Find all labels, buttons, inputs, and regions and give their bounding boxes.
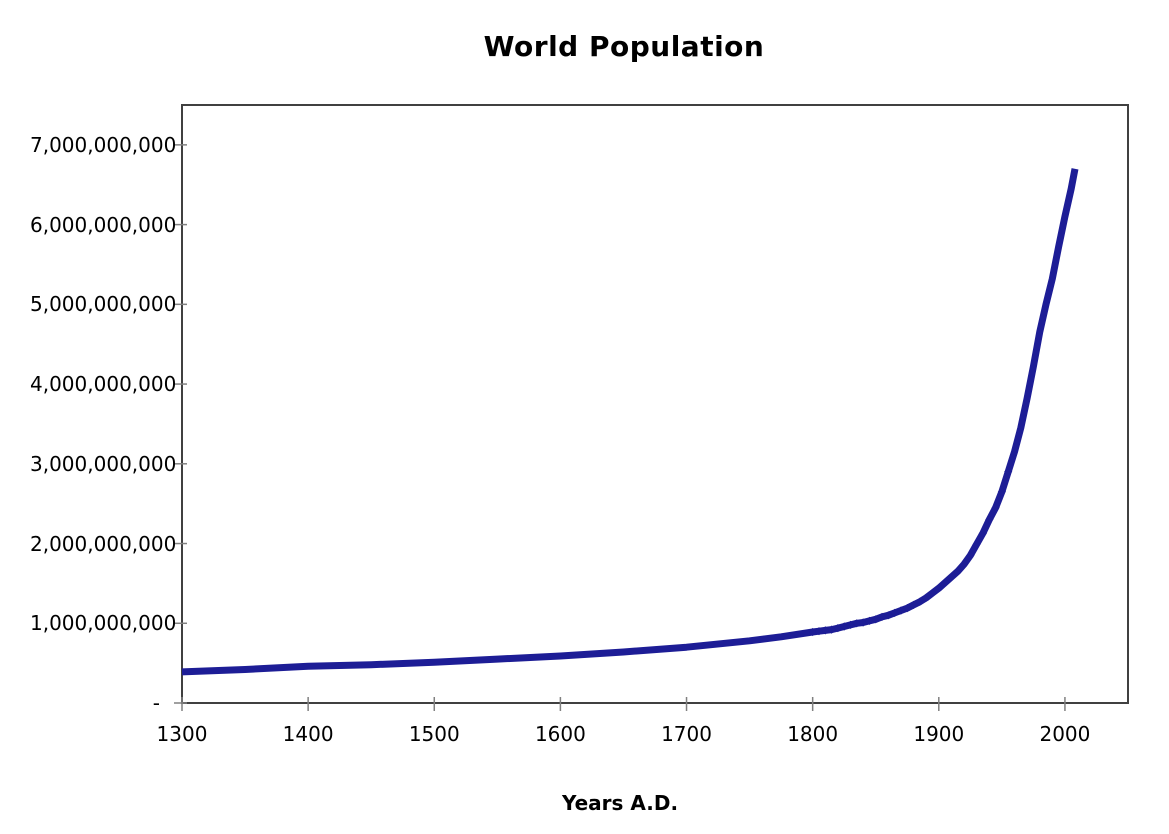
data-point-marker — [877, 612, 887, 622]
data-point-marker — [928, 588, 937, 598]
data-point-marker — [940, 578, 950, 587]
data-point-marker — [915, 597, 925, 606]
x-tick-label: 2000 — [1039, 722, 1091, 746]
data-point-marker — [978, 529, 988, 538]
data-point-marker — [934, 584, 943, 593]
x-tick-label: 1300 — [156, 722, 208, 746]
y-tick-label: 6,000,000,000 — [30, 212, 177, 237]
x-axis-title: Years A.D. — [561, 791, 679, 815]
data-point-marker — [858, 618, 868, 627]
data-point-marker — [871, 615, 880, 624]
data-point-marker — [985, 515, 994, 524]
data-point-marker — [991, 503, 1000, 512]
data-point-marker — [953, 567, 962, 576]
y-tick-label: 7,000,000,000 — [30, 132, 177, 157]
data-point-marker — [903, 603, 912, 613]
data-point-marker — [852, 619, 861, 628]
chart-title: World Population — [483, 30, 765, 63]
x-tick-label: 1700 — [661, 722, 712, 746]
data-point-marker — [814, 627, 824, 636]
y-tick-label: - — [152, 691, 160, 715]
y-tick-label: 2,000,000,000 — [30, 531, 177, 556]
data-point-marker — [833, 623, 843, 633]
data-point-marker — [821, 626, 830, 635]
data-point-marker — [827, 625, 836, 634]
data-point-marker — [972, 540, 981, 549]
y-tick-label: 1,000,000,000 — [30, 611, 177, 636]
data-point-marker — [884, 611, 893, 620]
x-tick-label: 1500 — [408, 722, 460, 746]
data-point-marker — [840, 622, 849, 631]
x-tick-label: 1900 — [913, 722, 965, 746]
data-point-marker — [890, 608, 899, 618]
y-tick-label: 5,000,000,000 — [30, 292, 177, 317]
x-tick-label: 1800 — [787, 722, 839, 746]
y-tick-label: 4,000,000,000 — [30, 372, 177, 397]
plot-border — [181, 104, 1129, 704]
data-point-marker — [909, 600, 918, 610]
data-point-marker — [846, 620, 855, 630]
axis-tick-marks — [174, 144, 1066, 711]
series-line — [181, 168, 1079, 676]
data-point-marker — [922, 593, 931, 602]
population-line-series — [181, 168, 1079, 676]
data-point-marker — [997, 487, 1007, 496]
data-point-marker — [896, 606, 906, 615]
x-tick-label: 1400 — [282, 722, 334, 746]
data-point-marker — [865, 616, 874, 626]
data-point-marker — [966, 551, 975, 560]
data-point-marker — [959, 560, 969, 569]
x-tick-label: 1600 — [534, 722, 586, 746]
data-point-marker — [947, 572, 956, 582]
y-tick-label: 3,000,000,000 — [30, 451, 177, 476]
data-point-marker — [808, 627, 817, 637]
